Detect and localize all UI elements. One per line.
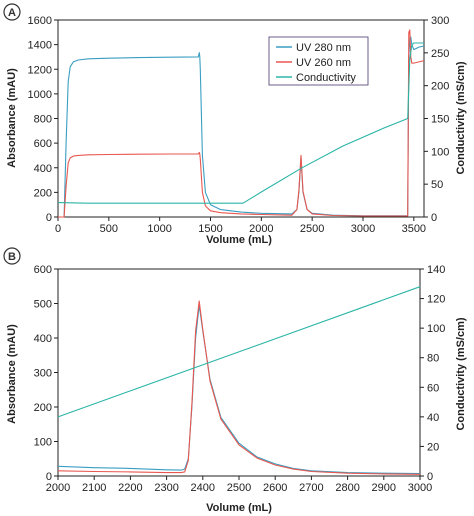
panel-a-plot-frame — [57, 19, 425, 218]
panel-a-y2tick-label: 250 — [431, 48, 449, 60]
panel-a-y2tick-label: 0 — [431, 212, 437, 224]
panel-b-y2tick-label: 60 — [427, 382, 439, 394]
panel-b-xtick-label: 2300 — [154, 482, 178, 494]
panel-a-xtick-label: 1000 — [147, 223, 171, 235]
panel-b-y2tick-label: 20 — [427, 441, 439, 453]
panel-b-y2tick-label: 80 — [427, 353, 439, 365]
panel-b-badge-label: B — [8, 251, 16, 263]
panel-a-xtick-label: 3000 — [351, 223, 375, 235]
panel-b-xtick-label: 2900 — [372, 482, 396, 494]
panel-a-ytick-label: 1400 — [28, 40, 52, 52]
panel-a-series-uv-280-nm — [58, 36, 425, 218]
panel-a-ytick-label: 0 — [46, 212, 52, 224]
panel-a-ytick-label: 1600 — [28, 15, 52, 27]
panel-b-xtick-label: 2500 — [227, 482, 251, 494]
panel-b-ytick-label: 500 — [34, 299, 52, 311]
panel-b-ytick-label: 0 — [46, 471, 52, 483]
panel-b-y2tick-label: 0 — [427, 471, 433, 483]
panel-b-xtick-label: 2400 — [191, 482, 215, 494]
panel-b-series — [57, 286, 421, 475]
panel-a-xlabel: Volume (mL) — [206, 234, 272, 246]
panel-a-series-conductivity — [57, 42, 424, 204]
panel-a-ylabel-left: Absorbance (mAU) — [6, 68, 18, 168]
legend-uv260-label: UV 260 nm — [296, 57, 351, 69]
panel-b-ytick-label: 100 — [34, 437, 52, 449]
panel-b-ytick-label: 300 — [34, 368, 52, 380]
panel-b-xtick-label: 2600 — [263, 482, 287, 494]
panel-b-xtick-label: 2800 — [335, 482, 359, 494]
panel-b-xtick-label: 2100 — [82, 482, 106, 494]
panel-b-badge: B — [3, 247, 21, 265]
panel-b-series-uv-260-nm — [57, 300, 421, 475]
panel-a-badge: A — [3, 3, 21, 21]
panel-a-ytick-label: 800 — [34, 114, 52, 126]
panel-b-ytick-label: 400 — [34, 333, 52, 345]
panel-a-ytick-label: 200 — [34, 187, 52, 199]
panel-a-xtick-label: 0 — [55, 223, 61, 235]
panel-b-ytick-label: 600 — [34, 264, 52, 276]
panel-a-series — [57, 29, 425, 218]
panel-b-series-uv-280-nm — [57, 304, 421, 475]
panel-a-ticks: 0 500 1000 1500 2000 2500 3000 3500020040060080… — [28, 15, 450, 235]
legend-conductivity-label: Conductivity — [296, 72, 356, 84]
panel-b-ylabel-right: Conductivity (mS/cm) — [455, 317, 467, 430]
panel-b-xlabel: Volume (mL) — [206, 502, 272, 514]
panel-b-xtick-label: 2200 — [118, 482, 142, 494]
panel-a-xtick-label: 2500 — [300, 223, 324, 235]
legend-uv280-label: UV 280 nm — [296, 42, 351, 54]
panel-a-xtick-label: 3500 — [402, 223, 426, 235]
panel-a-ylabel-right: Conductivity (mS/cm) — [455, 61, 467, 174]
panel-a-badge-label: A — [8, 7, 16, 19]
panel-b-xtick-label: 2000 — [46, 482, 70, 494]
panel-b-y2tick-label: 120 — [427, 294, 445, 306]
panel-a-ytick-label: 600 — [34, 138, 52, 150]
panel-b-ticks: 2000 2100 2200 2300 2400 2500 2600 2700 2800 2900… — [34, 264, 446, 494]
panel-a-xtick-label: 1500 — [198, 223, 222, 235]
panel-a-xtick-label: 500 — [100, 223, 118, 235]
panel-a-y2tick-label: 50 — [431, 179, 443, 191]
panel-a-legend: UV 280 nm UV 260 nm Conductivity — [268, 36, 369, 86]
panel-b-y2tick-label: 100 — [427, 323, 445, 335]
panel-b-xtick-label: 3000 — [408, 482, 432, 494]
panel-a-y2tick-label: 300 — [431, 15, 449, 27]
panel-b-ylabel-left: Absorbance (mAU) — [6, 324, 18, 424]
panel-b-series-conductivity — [57, 286, 421, 418]
panel-a-ytick-label: 1000 — [28, 89, 52, 101]
panel-a-ytick-label: 1200 — [28, 64, 52, 76]
panel-b-xtick-label: 2700 — [299, 482, 323, 494]
panel-a: 0 500 1000 1500 2000 2500 3000 3500020040060080… — [3, 3, 467, 246]
panel-b-y2tick-label: 40 — [427, 412, 439, 424]
panel-b-y2tick-label: 140 — [427, 264, 445, 276]
panel-a-xtick-label: 2000 — [249, 223, 273, 235]
panel-a-y2tick-label: 150 — [431, 114, 449, 126]
panel-a-y2tick-label: 100 — [431, 146, 449, 158]
panel-a-ytick-label: 400 — [34, 163, 52, 175]
panel-b-ytick-label: 200 — [34, 402, 52, 414]
panel-a-y2tick-label: 200 — [431, 81, 449, 93]
panel-b: 2000 2100 2200 2300 2400 2500 2600 2700 2800 2900… — [3, 247, 467, 514]
